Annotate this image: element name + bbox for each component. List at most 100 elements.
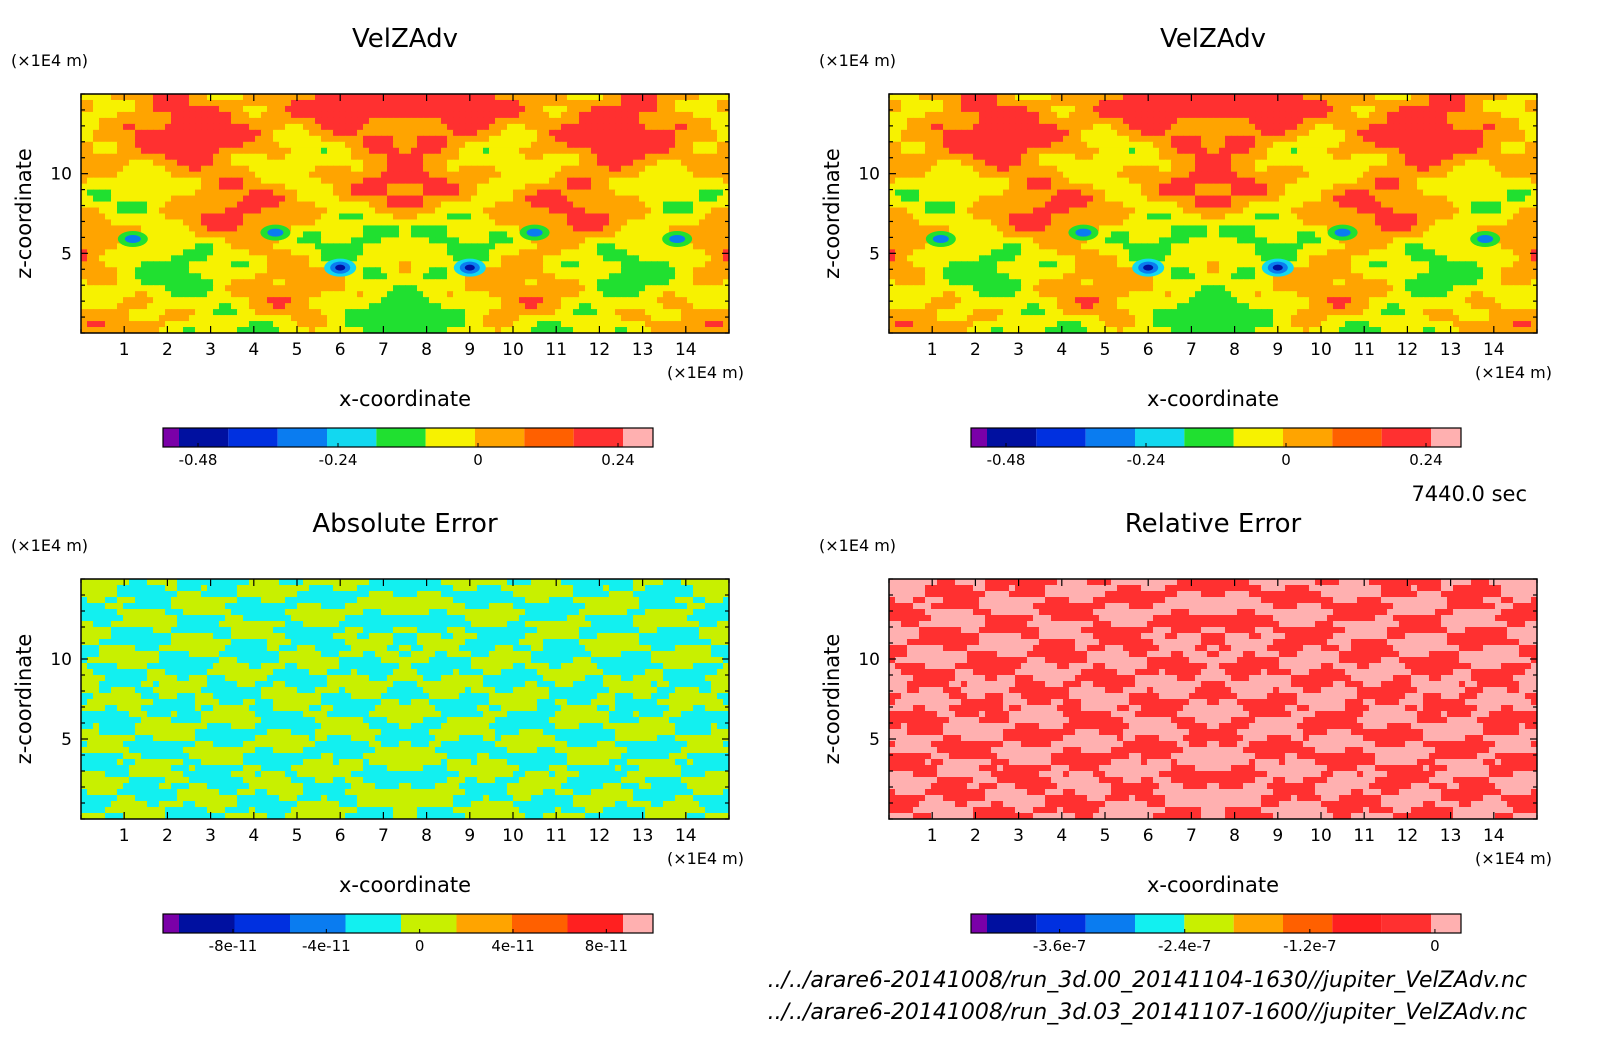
x-tick-label: 7 <box>1186 826 1197 846</box>
x-tick-label: 7 <box>1186 340 1197 360</box>
colorbar-tick-label: -2.4e-7 <box>1158 937 1211 955</box>
colorbar: -0.48 -0.24 0 0.24 <box>970 427 1462 469</box>
x-tick-label: 1 <box>119 826 130 846</box>
colorbar-tick-label: -4e-11 <box>302 937 351 955</box>
colorbar-swatch <box>623 428 653 447</box>
colorbar-swatch <box>524 428 574 447</box>
y-axis-label: z-coordinate <box>12 148 36 279</box>
x-tick-label: 2 <box>970 340 981 360</box>
colorbar-swatch <box>1431 914 1461 933</box>
panel-title: Absolute Error <box>312 509 498 539</box>
x-tick-label: 8 <box>1229 340 1240 360</box>
x-tick-label: 2 <box>162 340 173 360</box>
plot-frame <box>80 578 730 820</box>
colorbar-swatch <box>987 428 1037 447</box>
x-unit-label: (×1E4 m) <box>667 363 744 382</box>
colorbar-tick-label: 0 <box>1430 937 1440 955</box>
colorbar-swatch <box>163 914 179 933</box>
footer-file-1: ../../arare6-20141008/run_3d.00_20141104… <box>768 968 1527 993</box>
y-unit-label: (×1E4 m) <box>11 536 88 555</box>
colorbar-tick-label: -3.6e-7 <box>1033 937 1086 955</box>
x-tick-label: 14 <box>675 340 697 360</box>
colorbar-swatch <box>290 914 346 933</box>
y-tick-label: 5 <box>61 730 72 750</box>
time-label: 7440.0 sec <box>1411 482 1527 506</box>
colorbar-swatch <box>234 914 290 933</box>
x-tick-label: 13 <box>632 826 654 846</box>
x-unit-label: (×1E4 m) <box>667 849 744 868</box>
x-tick-label: 1 <box>119 340 130 360</box>
x-tick-label: 7 <box>378 340 389 360</box>
x-tick-label: 6 <box>1143 340 1154 360</box>
field-plot <box>81 94 729 333</box>
colorbar-tick-label: 4e-11 <box>491 937 534 955</box>
x-tick-label: 5 <box>292 340 303 360</box>
y-axis-label: z-coordinate <box>12 634 36 765</box>
x-tick-label: 8 <box>421 826 432 846</box>
y-tick-label: 5 <box>869 244 880 264</box>
colorbar: -3.6e-7 -2.4e-7 -1.2e-7 0 <box>970 913 1462 955</box>
colorbar-swatch <box>1085 428 1135 447</box>
colorbar-swatch <box>1233 428 1283 447</box>
x-tick-label: 7 <box>378 826 389 846</box>
colorbar-swatch <box>1431 428 1461 447</box>
x-tick-label: 4 <box>1056 340 1067 360</box>
x-tick-label: 11 <box>545 340 567 360</box>
colorbar-swatch <box>179 428 229 447</box>
colorbar-swatch <box>1233 914 1283 933</box>
x-tick-label: 8 <box>421 340 432 360</box>
x-tick-label: 11 <box>1353 340 1375 360</box>
x-tick-label: 6 <box>1143 826 1154 846</box>
x-tick-label: 12 <box>589 826 611 846</box>
colorbar-tick-label: 0.24 <box>1409 451 1442 469</box>
y-tick-label: 10 <box>50 165 72 185</box>
x-tick-label: 10 <box>1310 826 1332 846</box>
x-tick-label: 4 <box>248 826 259 846</box>
panel-title: VelZAdv <box>1160 24 1266 54</box>
colorbar-tick-label: -0.48 <box>179 451 218 469</box>
colorbar-swatch <box>1381 428 1431 447</box>
colorbar-tick-label: 0.24 <box>601 451 634 469</box>
x-tick-label: 12 <box>589 340 611 360</box>
plot-frame <box>888 93 1538 334</box>
colorbar-swatch <box>163 428 179 447</box>
colorbar-tick-label: 0 <box>415 937 425 955</box>
x-tick-label: 5 <box>1100 340 1111 360</box>
x-tick-label: 14 <box>1483 340 1505 360</box>
x-tick-label: 6 <box>335 826 346 846</box>
x-tick-label: 11 <box>1353 826 1375 846</box>
colorbar-swatch <box>512 914 568 933</box>
x-tick-label: 5 <box>1100 826 1111 846</box>
x-tick-label: 2 <box>970 826 981 846</box>
x-tick-label: 13 <box>1440 340 1462 360</box>
colorbar-swatch <box>1283 914 1333 933</box>
colorbar-swatch <box>971 914 987 933</box>
x-tick-label: 8 <box>1229 826 1240 846</box>
colorbar-swatch <box>456 914 512 933</box>
footer-file-2: ../../arare6-20141008/run_3d.03_20141107… <box>768 1000 1527 1025</box>
colorbar-tick-label: -0.24 <box>319 451 358 469</box>
y-tick-label: 10 <box>858 165 880 185</box>
y-tick-label: 5 <box>869 730 880 750</box>
x-tick-label: 11 <box>545 826 567 846</box>
x-tick-label: 13 <box>1440 826 1462 846</box>
x-tick-label: 9 <box>464 340 475 360</box>
x-tick-label: 4 <box>1056 826 1067 846</box>
colorbar-swatch <box>623 914 653 933</box>
x-tick-label: 5 <box>292 826 303 846</box>
x-tick-label: 9 <box>464 826 475 846</box>
colorbar-swatch <box>1332 914 1382 933</box>
colorbar-swatch <box>1184 914 1234 933</box>
colorbar-swatch <box>1184 428 1234 447</box>
colorbar-swatch <box>475 428 525 447</box>
colorbar-swatch <box>401 914 457 933</box>
x-tick-label: 1 <box>927 826 938 846</box>
x-tick-label: 10 <box>1310 340 1332 360</box>
y-unit-label: (×1E4 m) <box>819 51 896 70</box>
x-unit-label: (×1E4 m) <box>1475 849 1552 868</box>
colorbar-swatch <box>1135 428 1185 447</box>
colorbar-swatch <box>327 428 377 447</box>
